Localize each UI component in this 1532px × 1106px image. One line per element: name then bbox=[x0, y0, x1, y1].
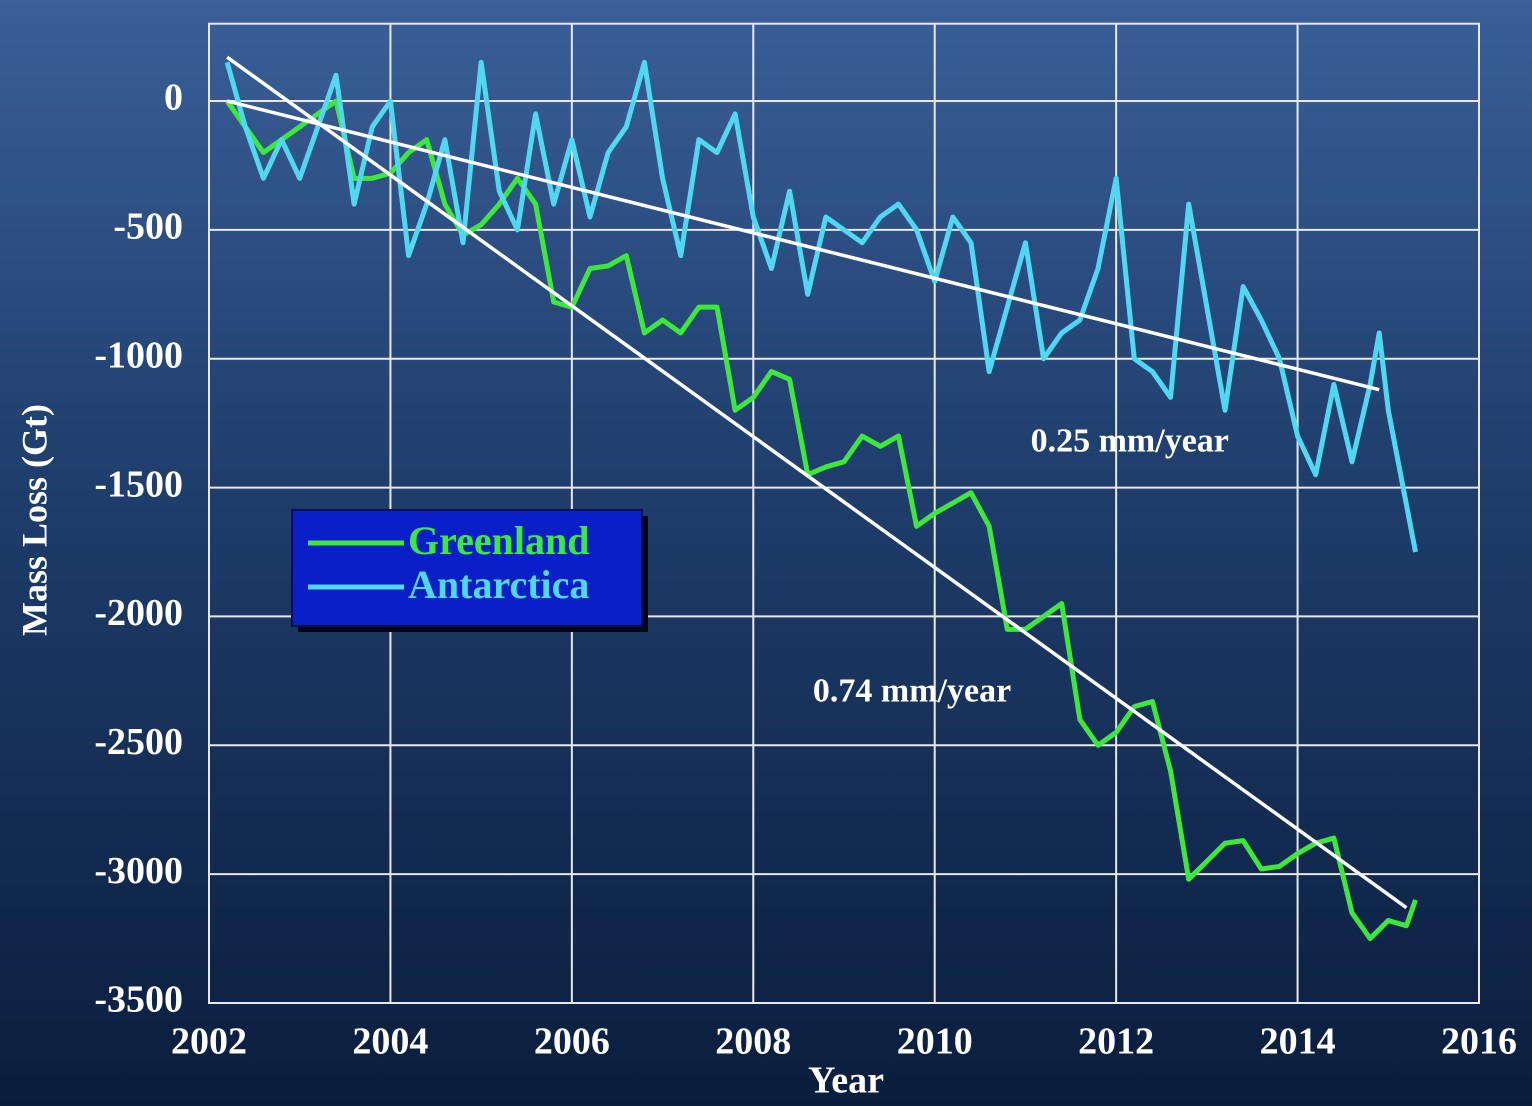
data-line bbox=[225, 98, 1418, 942]
y-tick-label: -1000 bbox=[94, 334, 183, 376]
x-tick-label: 2014 bbox=[1260, 1021, 1336, 1063]
x-tick-label: 2016 bbox=[1441, 1021, 1517, 1063]
annotation: 0.25 mm/year bbox=[1031, 423, 1229, 460]
y-tick-label: -1500 bbox=[94, 463, 183, 505]
y-tick-label: -2500 bbox=[94, 721, 183, 763]
y-tick-label: -3500 bbox=[94, 979, 183, 1021]
plot-frame bbox=[208, 22, 1480, 1004]
x-tick-label: 2010 bbox=[897, 1021, 973, 1063]
x-tick-label: 2004 bbox=[352, 1021, 428, 1063]
trend-line bbox=[226, 99, 1380, 392]
trend-line bbox=[226, 55, 1408, 910]
annotation: 0.74 mm/year bbox=[813, 673, 1011, 710]
y-tick-label: -3000 bbox=[94, 850, 183, 892]
legend-label: Antarctica bbox=[408, 562, 589, 607]
x-tick-label: 2012 bbox=[1078, 1021, 1154, 1063]
x-tick-label: 2006 bbox=[534, 1021, 610, 1063]
data-line bbox=[224, 59, 1418, 553]
y-tick-label: 0 bbox=[164, 77, 183, 119]
y-tick-label: -500 bbox=[113, 206, 183, 248]
x-axis-label: Year bbox=[808, 1060, 884, 1102]
y-tick-label: -2000 bbox=[94, 592, 183, 634]
legend-box bbox=[291, 509, 643, 627]
legend-label: Greenland bbox=[408, 518, 590, 563]
y-axis-label: Mass Loss (Gt) bbox=[14, 404, 54, 636]
x-tick-label: 2002 bbox=[171, 1021, 247, 1063]
x-tick-label: 2008 bbox=[715, 1021, 791, 1063]
